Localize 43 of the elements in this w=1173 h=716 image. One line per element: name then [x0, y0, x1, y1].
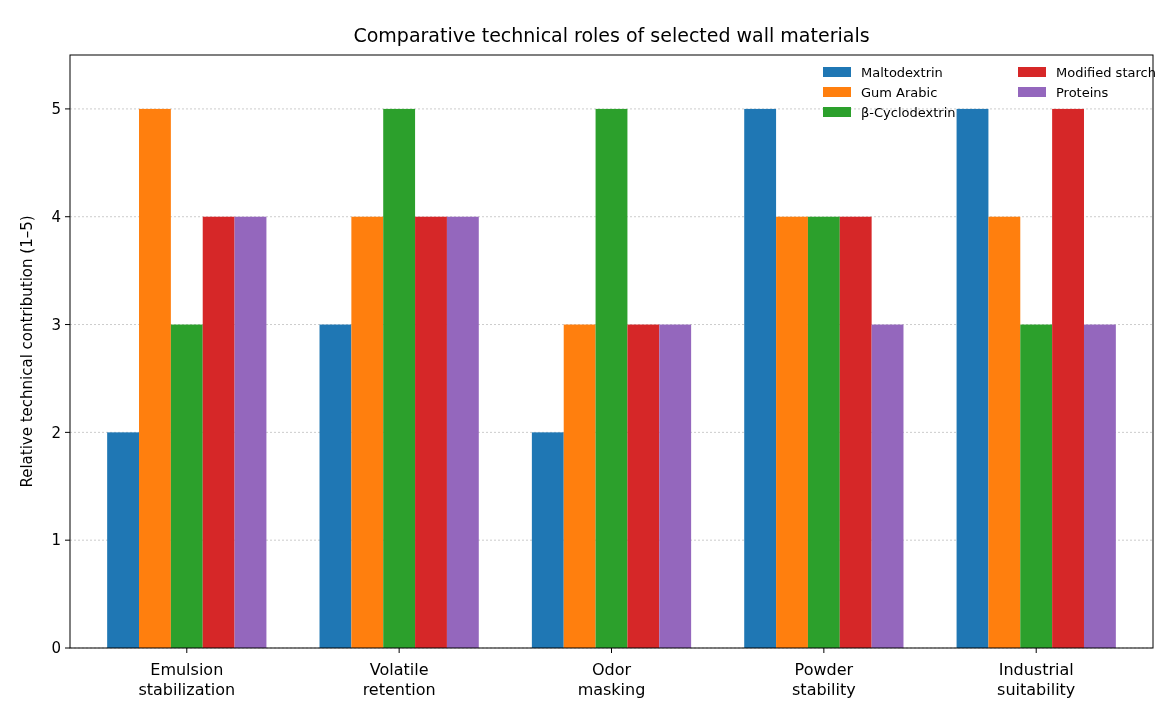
- bar: [319, 324, 352, 648]
- x-tick-label: Volatile retention: [362, 660, 436, 699]
- bar: [170, 324, 203, 648]
- bar: [531, 432, 564, 648]
- bar: [107, 432, 140, 648]
- bar: [659, 324, 692, 648]
- bar: [383, 108, 416, 648]
- legend-label: β-Cyclodextrin: [861, 104, 956, 120]
- chart-title: Comparative technical roles of selected wall materials: [353, 24, 870, 46]
- bar: [595, 108, 628, 648]
- x-tick-label: Odor masking: [577, 660, 646, 699]
- x-tick-label: Emulsion stabilization: [138, 660, 236, 699]
- bar: [839, 216, 872, 648]
- bar: [446, 216, 479, 648]
- bar: [627, 324, 660, 648]
- y-tick-label: 3: [51, 315, 61, 334]
- bar: [956, 108, 989, 648]
- bar: [988, 216, 1021, 648]
- bar: [415, 216, 447, 648]
- y-tick-label: 4: [51, 207, 61, 226]
- bar: [563, 324, 596, 648]
- bar: [1083, 324, 1116, 648]
- legend-label: Maltodextrin: [861, 64, 943, 80]
- bar: [1020, 324, 1053, 648]
- legend-label: Gum Arabic: [861, 84, 938, 100]
- y-tick-label: 5: [51, 100, 61, 119]
- legend-label: Proteins: [1056, 84, 1109, 100]
- y-axis-title: Relative technical contribution (1–5): [18, 215, 36, 488]
- y-tick-label: 2: [51, 423, 61, 442]
- y-tick-label: 1: [51, 531, 61, 550]
- x-tick-label: Industrial suitability: [997, 660, 1076, 699]
- bar: [139, 108, 171, 648]
- bar: [202, 216, 235, 648]
- bar: [871, 324, 904, 648]
- x-tick-label: Powder stability: [792, 660, 856, 699]
- bar: [351, 216, 384, 648]
- y-tick-label: 0: [51, 639, 61, 658]
- bar: [1052, 108, 1084, 648]
- legend-label: Modified starch: [1056, 64, 1156, 80]
- bar: [234, 216, 267, 648]
- bar: [744, 108, 777, 648]
- bar: [807, 216, 840, 648]
- bar: [776, 216, 808, 648]
